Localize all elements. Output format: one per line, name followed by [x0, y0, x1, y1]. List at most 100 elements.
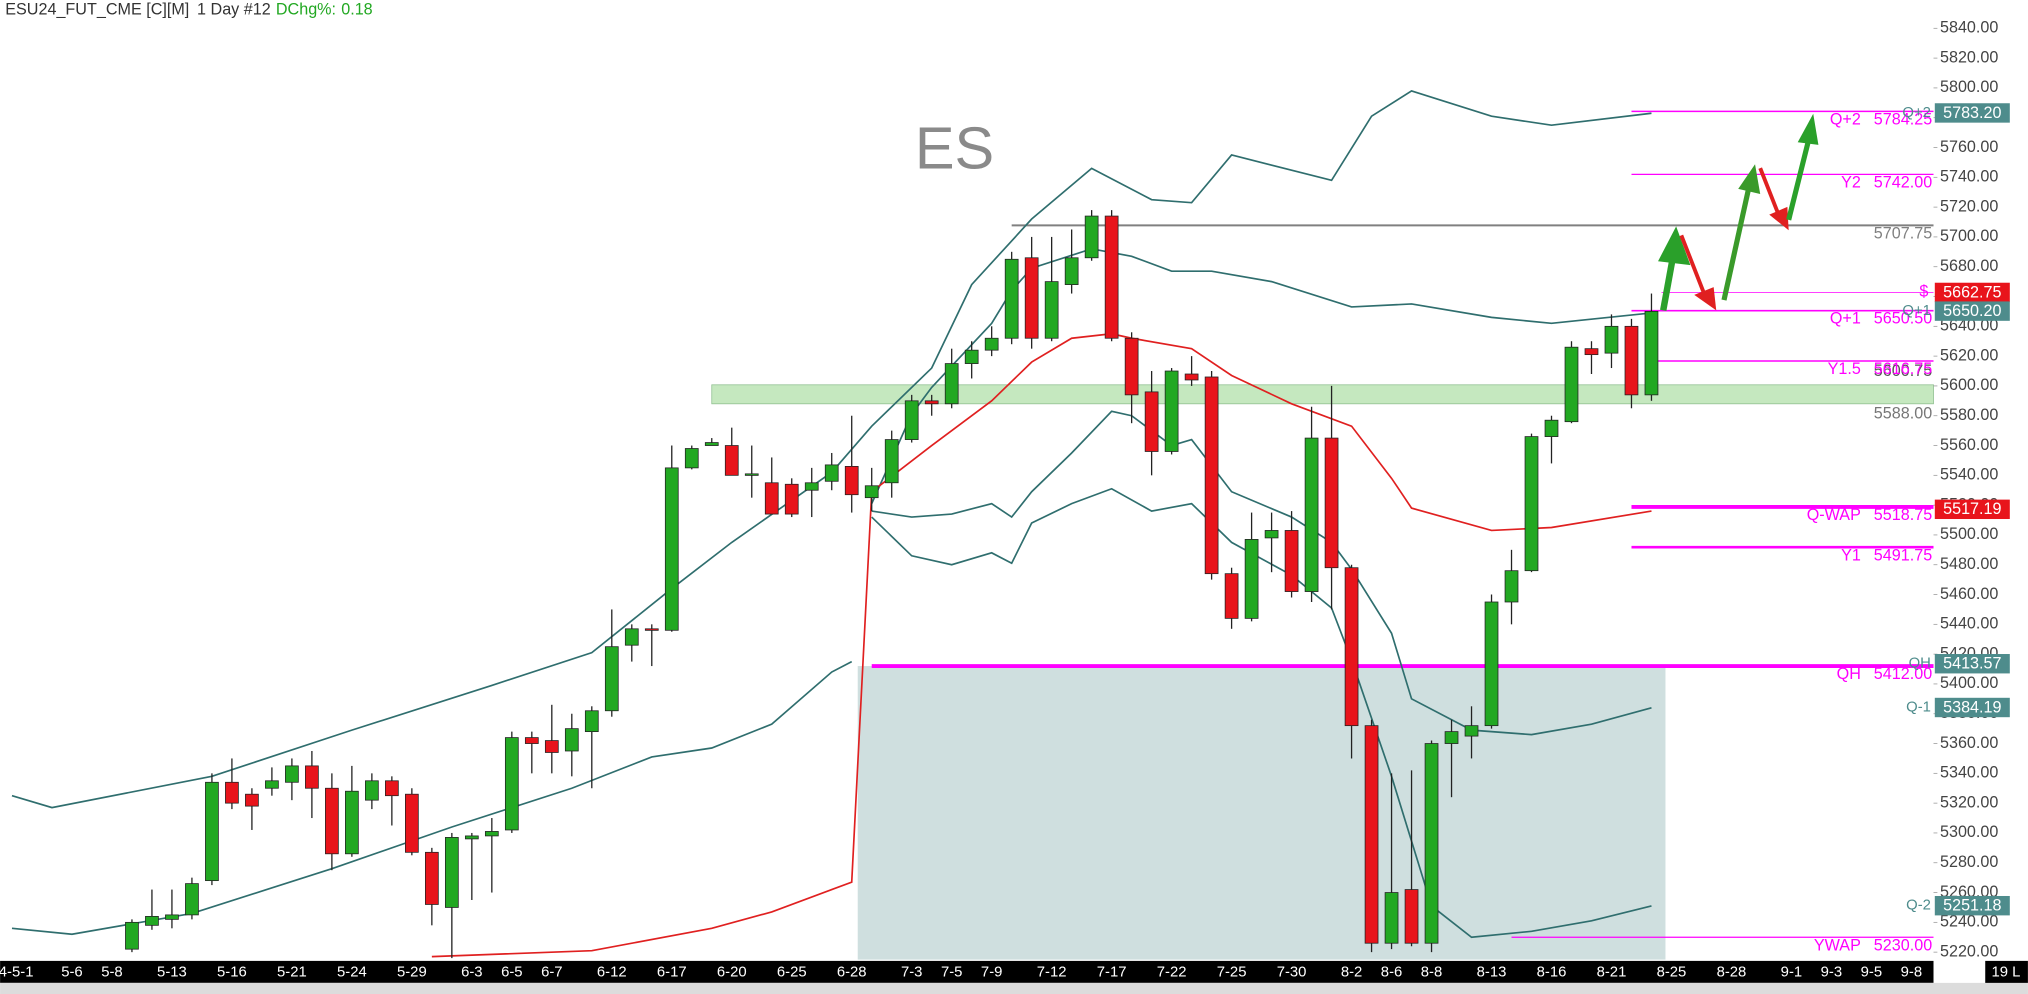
change-value: 0.18: [341, 1, 372, 19]
price-tag-label: 5384.19: [1943, 698, 2001, 716]
candle-body: [1144, 391, 1159, 452]
price-tag-label: 5413.57: [1943, 655, 2001, 673]
x-tick-label: 24-5-1: [0, 964, 33, 980]
candle-body: [1644, 311, 1659, 396]
candle-body: [1164, 370, 1179, 452]
y-tick-label: 5540.00: [1940, 466, 1998, 484]
candle-body: [824, 464, 839, 482]
candle-body: [764, 482, 779, 515]
x-tick-label: 9-8: [1901, 964, 1922, 980]
candle-body: [1464, 725, 1479, 737]
candle-body: [325, 787, 339, 855]
y-tick-label: 5460.00: [1940, 585, 1998, 603]
price-tag-label: 5650.20: [1943, 302, 2001, 320]
level-name: Q+2: [1830, 111, 1861, 129]
y-tick-label: 5300.00: [1940, 823, 1998, 841]
arrow: [1660, 252, 1677, 311]
zone: [711, 384, 1934, 405]
level-value: 5230.00: [1874, 937, 1932, 955]
candle-body: [1484, 601, 1499, 727]
x-tick-label: 8-13: [1477, 964, 1507, 980]
candle-body: [484, 831, 499, 837]
arrow-head: [1769, 206, 1789, 231]
candle-body: [1024, 257, 1039, 339]
candle-body: [1264, 530, 1279, 539]
price-tag: [1934, 697, 2010, 718]
symbol: ESU24_FUT_CME [C][M]: [5, 1, 189, 19]
x-tick-label: 8-8: [1421, 964, 1442, 980]
y-tick-label: 5440.00: [1940, 615, 1998, 633]
arrow: [1679, 234, 1707, 296]
x-tick-label: 9-1: [1781, 964, 1802, 980]
level-name: Y1.5: [1828, 360, 1861, 378]
arrow: [1786, 141, 1811, 221]
candle-body: [864, 485, 879, 499]
x-tick-label: 7-17: [1097, 964, 1127, 980]
x-axis-strip: [0, 960, 1934, 983]
x-tick-label: 5-8: [101, 964, 122, 980]
x-tick-label: 7-25: [1217, 964, 1247, 980]
y-tick-label: 5320.00: [1940, 793, 1998, 811]
candle-body: [684, 448, 699, 469]
price-tag: [1934, 895, 2010, 916]
candle-body: [1424, 743, 1439, 944]
candle-body: [624, 628, 639, 646]
zone-high-label: 5600.75: [1874, 362, 1932, 380]
y-tick-label: 5680.00: [1940, 257, 1998, 275]
price-tag-label: 5517.19: [1943, 500, 2001, 518]
x-tick-label: 5-24: [337, 964, 367, 980]
corner-box: [1985, 960, 2028, 983]
candle-body: [904, 400, 919, 440]
candle-body: [1064, 257, 1079, 285]
price-tag-name: QH: [1909, 656, 1931, 672]
candle-body: [1204, 376, 1219, 575]
y-tick-label: 5620.00: [1940, 346, 1998, 364]
interval: 1 Day #12: [197, 1, 271, 19]
x-tick-label: 7-9: [981, 964, 1002, 980]
x-tick-label: 8-2: [1341, 964, 1362, 980]
level-label: 5707.75: [1874, 225, 1932, 243]
candle-body: [744, 473, 759, 476]
level-value: 5518.75: [1874, 506, 1932, 524]
candle-body: [285, 765, 299, 783]
level-name: Q+1: [1830, 310, 1861, 328]
indicator-line: [870, 247, 1652, 504]
candle-body: [185, 883, 199, 916]
price-tag: [1934, 499, 2010, 520]
candle-body: [964, 349, 979, 364]
candle-body: [784, 483, 799, 515]
level-name: QH: [1837, 665, 1861, 683]
x-tick-label: 6-20: [717, 964, 747, 980]
candle-body: [125, 921, 139, 950]
y-tick-label: 5800.00: [1940, 78, 1998, 96]
candle-body: [385, 780, 399, 797]
marker-label: $: [1919, 283, 1928, 301]
level-name: Y1: [1841, 547, 1861, 565]
y-tick-label: 5360.00: [1940, 734, 1998, 752]
price-tag-label: 5662.75: [1943, 283, 2001, 301]
x-tick-label: 6-12: [597, 964, 627, 980]
candle-body: [1344, 567, 1359, 727]
candle-body: [265, 780, 279, 789]
price-tag-name: Q-1: [1906, 699, 1931, 715]
x-tick-label: 6-25: [777, 964, 807, 980]
y-tick-label: 5840.00: [1940, 19, 1998, 37]
candle-body: [444, 837, 459, 908]
level-label: Q+1 5650.50: [1830, 310, 1932, 328]
arrow: [1721, 188, 1752, 301]
candle-body: [1524, 436, 1539, 572]
y-tick-label: 5700.00: [1940, 227, 1998, 245]
level-value: 5707.75: [1874, 225, 1932, 243]
price-tag-name: Q+2: [1902, 105, 1931, 121]
zone-low-label: 5588.00: [1874, 404, 1932, 422]
candle-body: [804, 482, 819, 491]
candle-body: [145, 915, 159, 926]
candle-body: [564, 728, 579, 752]
candle-body: [704, 442, 719, 446]
candle-body: [1004, 258, 1019, 339]
candle-body: [1284, 530, 1299, 592]
x-tick-label: 6-28: [837, 964, 867, 980]
